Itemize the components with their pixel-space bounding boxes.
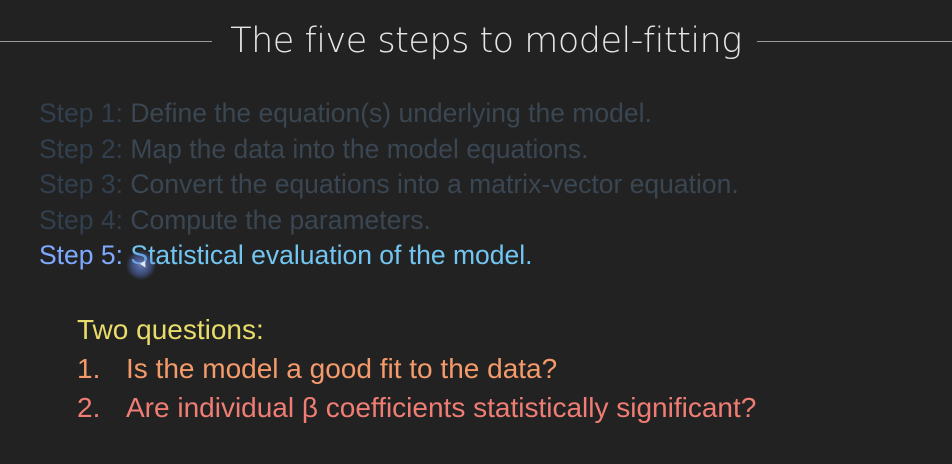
- step-3: Step 3: Convert the equations into a mat…: [39, 167, 739, 203]
- step-2: Step 2: Map the data into the model equa…: [39, 132, 739, 168]
- title-rule-right: [757, 41, 952, 42]
- step-number: Step 2:: [39, 133, 123, 164]
- question-number: 1.: [77, 353, 101, 384]
- step-text: Compute the parameters.: [122, 204, 431, 235]
- title-rule-left: [0, 41, 212, 42]
- question-text: Are individual β coefficients statistica…: [126, 392, 757, 423]
- question-2: 2. Are individual β coefficients statisti…: [77, 388, 756, 427]
- title-row: The five steps to model-fitting: [0, 18, 952, 66]
- steps-list: Step 1: Define the equation(s) underlyin…: [39, 96, 739, 274]
- step-text: Define the equation(s) underlying the mo…: [122, 98, 652, 128]
- question-1: 1. Is the model a good fit to the data?: [77, 349, 756, 388]
- questions-block: Two questions: 1. Is the model a good fit…: [77, 311, 756, 427]
- questions-list: 1. Is the model a good fit to the data? 2…: [77, 349, 756, 427]
- pointer-highlight: [126, 250, 156, 280]
- question-number: 2.: [77, 392, 101, 423]
- step-number: Step 3:: [39, 169, 123, 199]
- step-number: Step 1:: [39, 98, 123, 128]
- question-text: Is the model a good fit to the data?: [126, 353, 558, 384]
- slide-title: The five steps to model-fitting: [230, 21, 742, 61]
- step-text: Statistical evaluation of the model.: [122, 240, 533, 270]
- step-5-active: Step 5: Statistical evaluation of the mo…: [39, 238, 739, 274]
- step-number: Step 4:: [39, 204, 123, 235]
- step-4: Step 4: Compute the parameters.: [39, 203, 739, 239]
- questions-heading: Two questions:: [77, 314, 264, 345]
- step-text: Convert the equations into a matrix-vect…: [122, 169, 739, 199]
- step-1: Step 1: Define the equation(s) underlyin…: [39, 96, 739, 132]
- step-number: Step 5:: [39, 240, 123, 270]
- step-text: Map the data into the model equations.: [122, 133, 589, 164]
